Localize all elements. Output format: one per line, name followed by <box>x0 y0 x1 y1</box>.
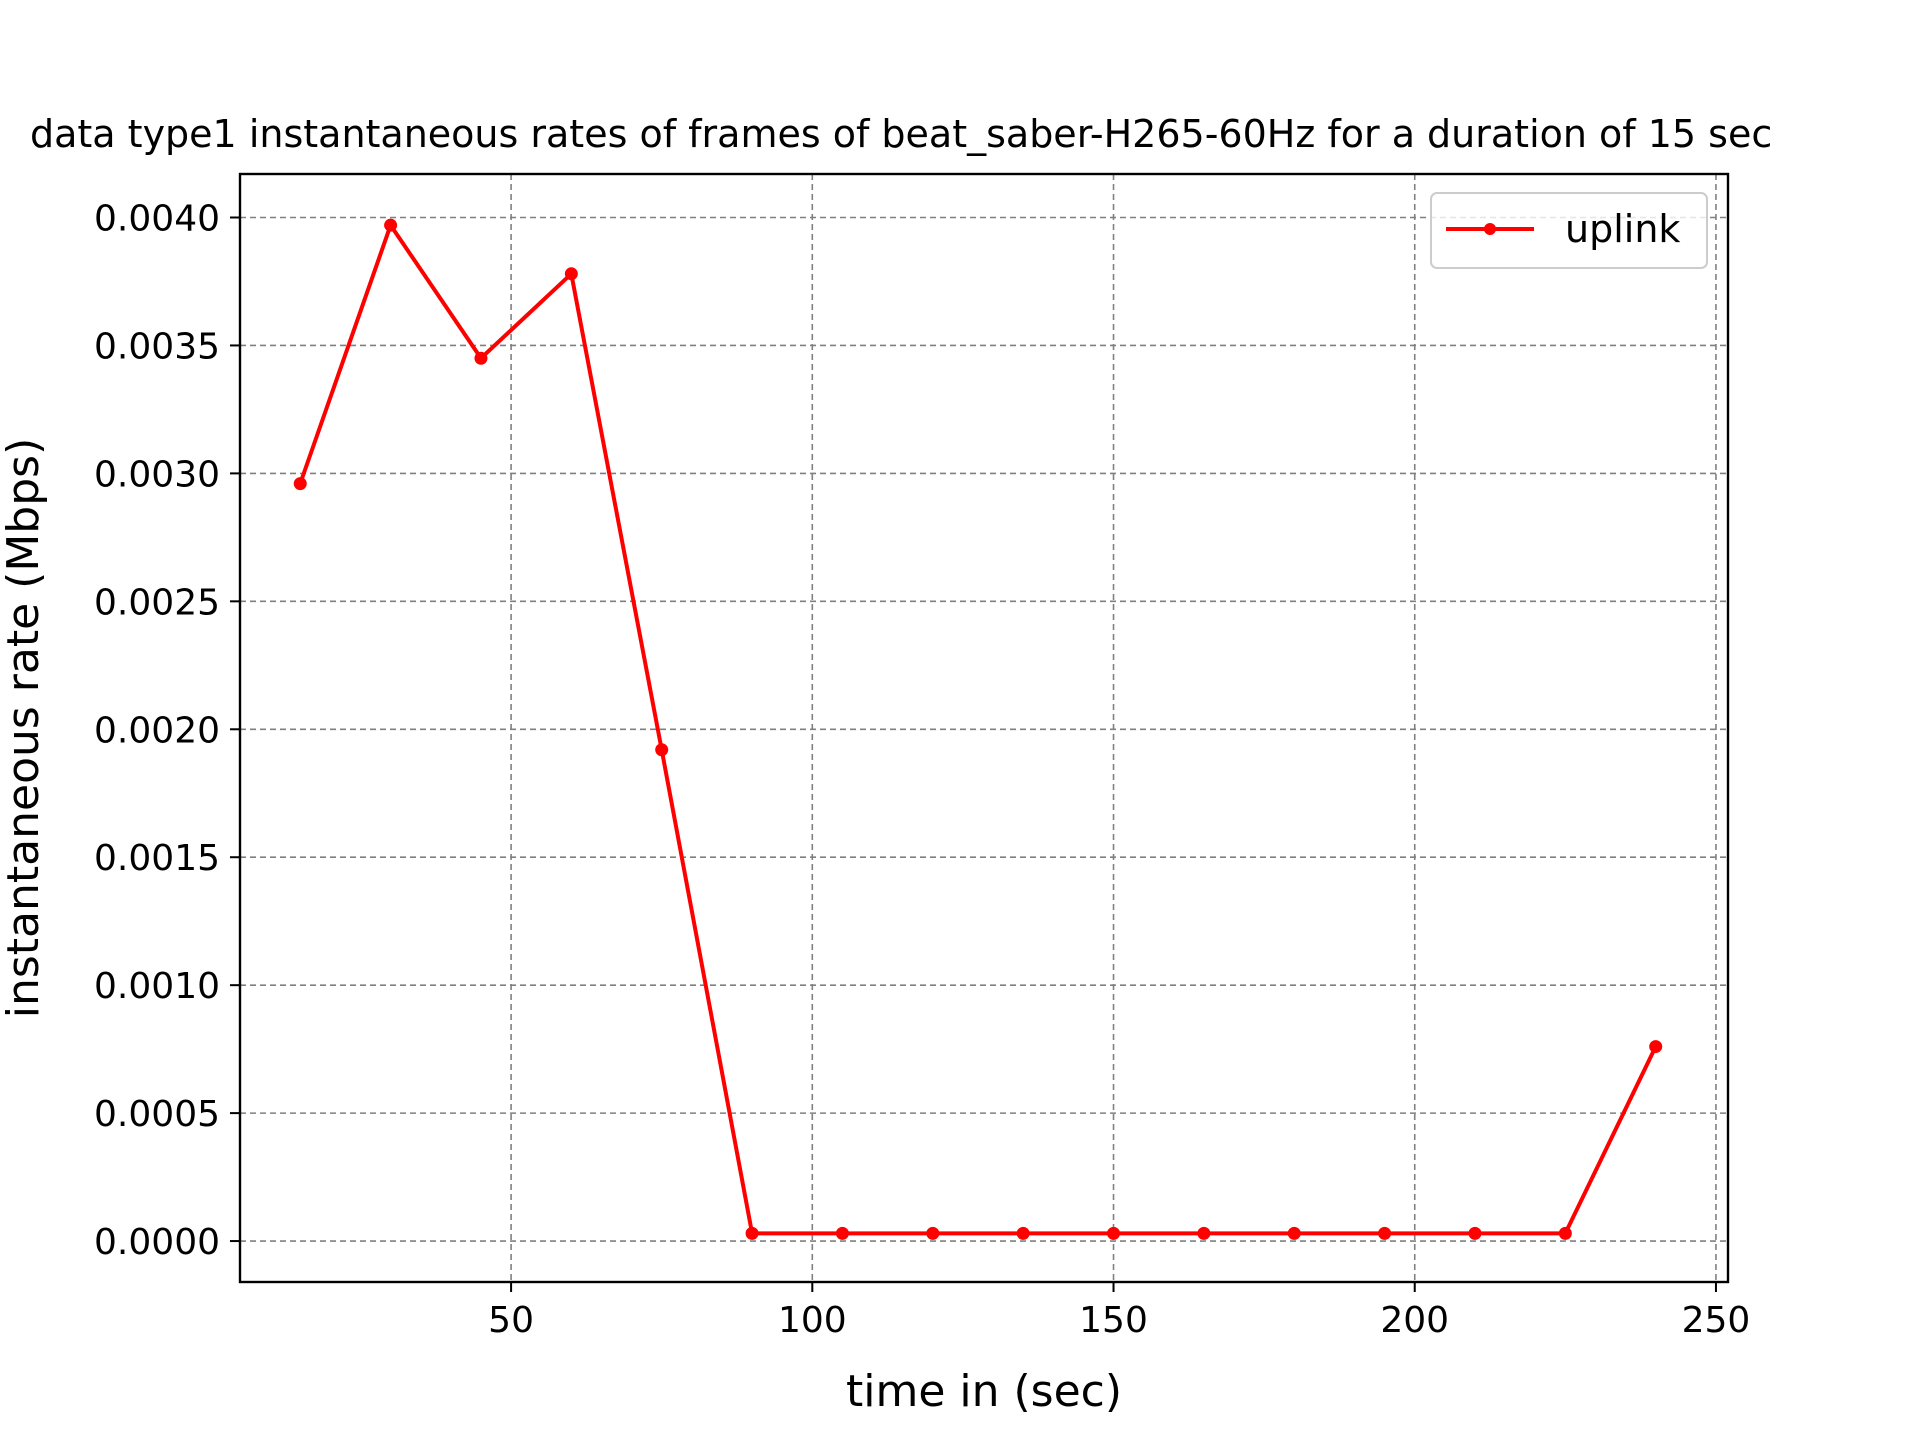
y-tick-label: 0.0035 <box>94 326 220 367</box>
y-tick-label: 0.0020 <box>94 710 220 751</box>
data-point-uplink <box>655 743 669 757</box>
data-point-uplink <box>474 351 488 365</box>
chart-title: data type1 instantaneous rates of frames… <box>30 112 1772 156</box>
data-point-uplink <box>293 477 307 491</box>
data-point-uplink <box>1197 1226 1211 1240</box>
data-point-uplink <box>1649 1040 1663 1054</box>
grid-lines <box>240 174 1728 1282</box>
data-point-uplink <box>926 1226 940 1240</box>
y-tick-label: 0.0025 <box>94 582 220 623</box>
legend-marker-uplink <box>1484 223 1496 235</box>
data-point-uplink <box>1378 1226 1392 1240</box>
x-axis-label: time in (sec) <box>846 1366 1122 1417</box>
series-layer <box>293 218 1663 1240</box>
data-point-uplink <box>384 218 398 232</box>
data-point-uplink <box>1016 1226 1030 1240</box>
data-point-uplink <box>1107 1226 1121 1240</box>
x-tick-label: 50 <box>488 1300 534 1341</box>
y-tick-label: 0.0010 <box>94 966 220 1007</box>
x-tick-label: 200 <box>1380 1300 1449 1341</box>
y-tick-label: 0.0000 <box>94 1222 220 1263</box>
data-point-uplink <box>1558 1226 1572 1240</box>
x-tick-label: 250 <box>1682 1300 1751 1341</box>
axis-ticks: 50 100 150 200 250 0.0000 0.0005 0.0010 0.0015 0.… <box>94 199 1750 1341</box>
legend-box <box>1430 192 1708 269</box>
y-tick-label: 0.0030 <box>94 454 220 495</box>
plot-area-frame <box>238 172 1730 1284</box>
data-point-uplink <box>564 267 578 281</box>
series-line-uplink <box>298 223 1658 1236</box>
legend-label-uplink: uplink <box>1565 207 1680 251</box>
y-tick-label: 0.0015 <box>94 838 220 879</box>
data-point-uplink <box>1468 1226 1482 1240</box>
y-axis-label: instantaneous rate (Mbps) <box>0 438 49 1018</box>
legend: uplink <box>1430 192 1708 269</box>
x-tick-label: 100 <box>778 1300 847 1341</box>
data-point-uplink <box>1287 1226 1301 1240</box>
x-tick-label: 150 <box>1079 1300 1148 1341</box>
data-point-uplink <box>835 1226 849 1240</box>
y-tick-label: 0.0005 <box>94 1094 220 1135</box>
data-point-uplink <box>745 1226 759 1240</box>
y-tick-label: 0.0040 <box>94 199 220 240</box>
